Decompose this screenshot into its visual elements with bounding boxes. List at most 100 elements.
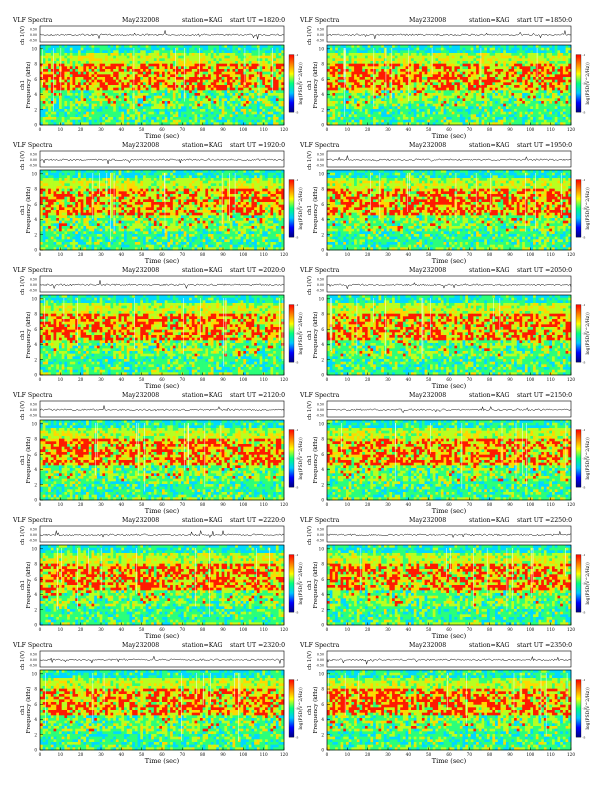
spectrogram-cell: [214, 120, 217, 123]
spectrogram-cell: [381, 58, 384, 61]
spectrogram-cell: [406, 90, 409, 93]
spectrogram-cell: [83, 74, 86, 77]
spectrogram-cell: [230, 72, 233, 75]
spectrogram-cell: [162, 61, 165, 64]
spectrogram-cell: [446, 50, 449, 53]
spectrogram-cell: [330, 66, 333, 69]
spectrogram-cell: [119, 93, 122, 96]
spectrogram-cell: [176, 104, 179, 107]
spectrogram-cell: [92, 61, 95, 64]
spectrogram-cell: [151, 114, 154, 117]
spectrogram-cell: [465, 61, 468, 64]
spectrogram-cell: [127, 74, 130, 77]
spectrogram-cell: [227, 104, 230, 107]
spectrogram-cell: [260, 64, 263, 67]
spectrogram-cell: [484, 93, 487, 96]
spectrogram-cell: [381, 117, 384, 120]
spectrogram-cell: [376, 64, 379, 67]
spectrogram-cell: [92, 82, 95, 85]
spectrogram-cell: [64, 114, 67, 117]
spectrogram-cell: [43, 117, 46, 120]
spectrogram-cell: [479, 74, 482, 77]
spectrogram-cell: [178, 120, 181, 123]
spectrogram-cell: [433, 109, 436, 112]
spectrogram-cell: [509, 66, 512, 69]
spectrogram-cell: [425, 80, 428, 83]
spectrogram-cell: [197, 90, 200, 93]
spectrogram-cell: [365, 61, 368, 64]
spectrogram-cell: [75, 88, 78, 91]
spectrogram-cell: [105, 117, 108, 120]
spectrogram-cell: [167, 77, 170, 80]
spectrogram-cell: [414, 53, 417, 56]
spectrogram-cell: [509, 80, 512, 83]
spectrogram-cell: [501, 101, 504, 104]
spectrogram-cell: [525, 56, 528, 59]
spectrogram-cell: [140, 101, 143, 104]
spectrogram-cell: [517, 80, 520, 83]
spectrogram-cell: [433, 77, 436, 80]
spectrogram-cell: [113, 93, 116, 96]
spectrogram-cell: [427, 114, 430, 117]
spectrogram-cell: [384, 98, 387, 101]
spectrogram-cell: [192, 104, 195, 107]
spectrogram-cell: [241, 104, 244, 107]
spectrogram-cell: [457, 82, 460, 85]
spectrogram-cell: [514, 88, 517, 91]
spectrogram-cell: [135, 77, 138, 80]
spectrogram-cell: [463, 112, 466, 115]
spectrogram-cell: [173, 45, 176, 48]
spectrogram-cell: [449, 80, 452, 83]
spectrogram-cell: [370, 61, 373, 64]
spectrogram-cell: [121, 82, 124, 85]
spectrogram-cell: [178, 58, 181, 61]
spectrogram-cell: [211, 101, 214, 104]
spectrogram-cell: [138, 109, 141, 112]
spectrogram-cell: [216, 80, 219, 83]
spectrogram-cell: [97, 82, 100, 85]
spectrogram-cell: [446, 45, 449, 48]
spectrogram-cell: [397, 117, 400, 120]
spectrogram-cell: [476, 80, 479, 83]
spectrogram-cell: [479, 93, 482, 96]
spectrogram-cell: [479, 45, 482, 48]
spectrogram-cell: [205, 106, 208, 109]
spectrogram-cell: [365, 66, 368, 69]
spectrogram-cell: [279, 90, 282, 93]
spectrogram-cell: [268, 93, 271, 96]
spectrogram-cell: [159, 61, 162, 64]
spectrogram-cell: [249, 82, 252, 85]
spectrogram-cell: [249, 80, 252, 83]
spectrogram-cell: [159, 56, 162, 59]
spectrogram-cell: [427, 109, 430, 112]
spectrogram-cell: [251, 101, 254, 104]
spectrogram-cell: [138, 80, 141, 83]
spectrogram-cell: [419, 98, 422, 101]
spectrogram-cell: [56, 112, 59, 115]
spectrogram-cell: [249, 77, 252, 80]
spectrogram-cell: [384, 50, 387, 53]
spectrogram-cell: [341, 58, 344, 61]
spectrogram-cell: [338, 96, 341, 99]
spectrogram-cell: [73, 77, 76, 80]
spectrogram-cell: [124, 104, 127, 107]
spectrogram-cell: [476, 61, 479, 64]
spectrogram-cell: [43, 112, 46, 115]
spectrogram-cell: [465, 117, 468, 120]
spectrogram-cell: [40, 45, 43, 48]
spectrogram-cell: [205, 90, 208, 93]
spectrogram-cell: [522, 112, 525, 115]
spectrogram-cell: [519, 109, 522, 112]
spectrogram-cell: [449, 82, 452, 85]
spectrogram-cell: [473, 48, 476, 51]
spectrogram-cell: [476, 104, 479, 107]
spectrogram-cell: [121, 80, 124, 83]
spectrogram-cell: [154, 93, 157, 96]
spectrogram-cell: [157, 109, 160, 112]
spectrogram-cell: [249, 85, 252, 88]
spectrogram-cell: [173, 53, 176, 56]
spectrogram-cell: [56, 53, 59, 56]
spectrogram-cell: [251, 77, 254, 80]
